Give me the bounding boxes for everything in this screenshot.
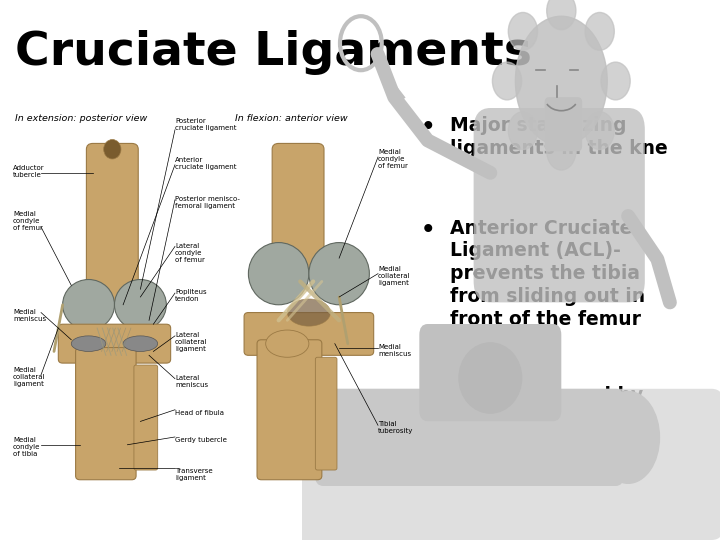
Ellipse shape <box>71 336 106 352</box>
FancyBboxPatch shape <box>257 340 322 480</box>
Ellipse shape <box>266 330 309 357</box>
Text: Adductor
tubercle: Adductor tubercle <box>13 165 45 178</box>
Ellipse shape <box>63 280 114 330</box>
FancyBboxPatch shape <box>315 389 624 486</box>
Text: Lateral
meniscus: Lateral meniscus <box>175 375 208 388</box>
Ellipse shape <box>597 392 660 483</box>
Text: Medial
condyle
of tibia: Medial condyle of tibia <box>13 437 40 457</box>
Text: Anterior Cruciate
Ligament (ACL)-
prevents the tibia
from sliding out in
front o: Anterior Cruciate Ligament (ACL)- preven… <box>450 219 645 329</box>
Ellipse shape <box>123 336 158 352</box>
Text: Medial
meniscus: Medial meniscus <box>378 343 411 356</box>
FancyBboxPatch shape <box>315 357 337 470</box>
Ellipse shape <box>104 139 121 159</box>
Text: Medial
meniscus: Medial meniscus <box>13 309 46 322</box>
Ellipse shape <box>585 112 614 150</box>
FancyBboxPatch shape <box>76 348 136 480</box>
FancyBboxPatch shape <box>134 365 158 470</box>
Text: •: • <box>421 116 436 139</box>
Ellipse shape <box>287 299 330 326</box>
FancyBboxPatch shape <box>544 97 582 151</box>
Ellipse shape <box>508 112 538 150</box>
Ellipse shape <box>585 12 614 50</box>
Ellipse shape <box>546 132 576 170</box>
Ellipse shape <box>248 242 309 305</box>
Text: Injuries caused by
hyperflexion: Injuries caused by hyperflexion <box>450 386 643 428</box>
Text: Posterior
cruciate ligament: Posterior cruciate ligament <box>175 118 236 131</box>
Text: Transverse
ligament: Transverse ligament <box>175 468 212 481</box>
Text: In extension: posterior view: In extension: posterior view <box>15 114 148 123</box>
Text: Cruciate Ligaments: Cruciate Ligaments <box>15 30 532 75</box>
FancyBboxPatch shape <box>272 144 324 272</box>
Ellipse shape <box>516 16 607 146</box>
Text: Major stabilizing
ligaments in the kne: Major stabilizing ligaments in the kne <box>450 116 667 158</box>
Text: •: • <box>421 386 436 409</box>
Text: Posterior menisco-
femoral ligament: Posterior menisco- femoral ligament <box>175 196 240 209</box>
Text: Tibial
tuberosity: Tibial tuberosity <box>378 421 413 434</box>
Ellipse shape <box>546 0 576 30</box>
Text: In flexion: anterior view: In flexion: anterior view <box>235 114 348 123</box>
Ellipse shape <box>114 280 166 330</box>
Ellipse shape <box>492 62 521 100</box>
Ellipse shape <box>508 12 538 50</box>
Text: Medial
condyle
of femur: Medial condyle of femur <box>13 212 42 232</box>
Text: Gerdy tubercle: Gerdy tubercle <box>175 437 227 443</box>
FancyBboxPatch shape <box>419 324 562 421</box>
Text: Medial
collateral
ligament: Medial collateral ligament <box>378 266 410 286</box>
Text: Lateral
collateral
ligament: Lateral collateral ligament <box>175 332 207 352</box>
FancyBboxPatch shape <box>244 313 374 355</box>
Text: Medial
collateral
ligament: Medial collateral ligament <box>13 367 45 387</box>
Ellipse shape <box>309 242 369 305</box>
Text: Head of fibula: Head of fibula <box>175 410 224 416</box>
Text: Popliteus
tendon: Popliteus tendon <box>175 289 207 302</box>
Text: Anterior
cruciate ligament: Anterior cruciate ligament <box>175 157 236 170</box>
FancyBboxPatch shape <box>86 144 138 303</box>
FancyBboxPatch shape <box>58 324 171 363</box>
Text: Lateral
condyle
of femur: Lateral condyle of femur <box>175 242 204 262</box>
Ellipse shape <box>601 62 630 100</box>
FancyBboxPatch shape <box>474 108 645 302</box>
Ellipse shape <box>459 343 521 413</box>
Text: •: • <box>421 219 436 242</box>
Text: Medial
condyle
of femur: Medial condyle of femur <box>378 149 408 169</box>
FancyBboxPatch shape <box>290 389 720 540</box>
